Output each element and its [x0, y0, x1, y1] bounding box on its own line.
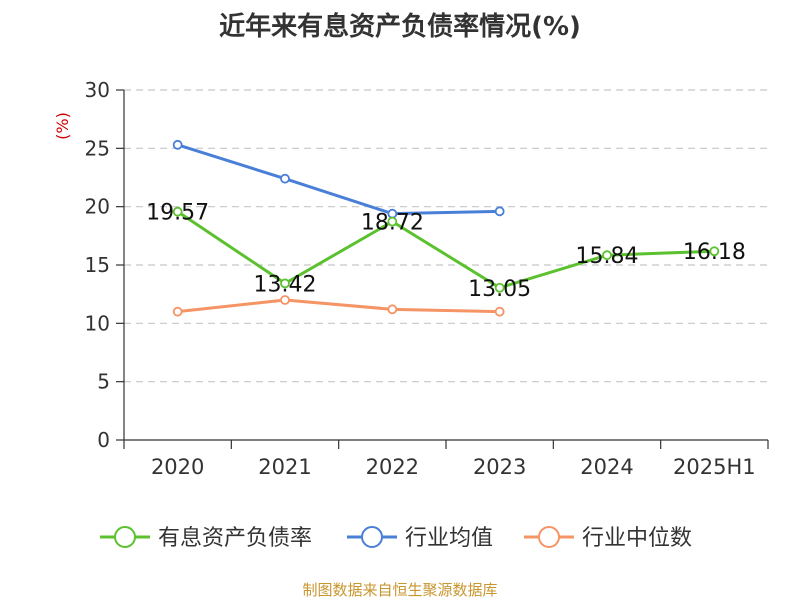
series-line	[177, 143, 500, 216]
series-line	[176, 210, 715, 290]
y-tick-label: 5	[97, 370, 110, 394]
source-note: 制图数据来自恒生聚源数据库	[302, 581, 498, 599]
data-label: 13.42	[254, 272, 317, 297]
data-point	[172, 306, 183, 317]
y-tick-label: 15	[85, 253, 110, 277]
data-label: 19.57	[146, 201, 209, 226]
legend-label: 有息资产负债率	[158, 526, 312, 551]
x-tick-label: 2021	[258, 455, 311, 479]
y-axis-label: (%)	[53, 112, 72, 140]
legend-marker	[538, 526, 560, 548]
data-point	[172, 139, 183, 150]
x-tick-label: 2023	[473, 455, 526, 479]
data-point	[709, 246, 720, 257]
chart-title: 近年来有息资产负债率情况(%)	[219, 12, 581, 42]
data-point	[387, 216, 398, 227]
y-tick-label: 25	[85, 136, 110, 160]
data-point	[387, 304, 398, 315]
y-tick-label: 20	[85, 195, 110, 219]
data-point	[602, 250, 612, 261]
x-tick-label: 2024	[580, 455, 633, 479]
data-point	[494, 282, 505, 293]
legend-label: 行业均值	[405, 526, 493, 551]
series-line	[177, 298, 500, 314]
data-point	[494, 306, 505, 317]
legend-label: 行业中位数	[582, 526, 692, 551]
legend-marker	[114, 526, 136, 548]
y-tick-label: 10	[85, 311, 110, 335]
legend-marker	[361, 526, 383, 548]
x-tick-label: 2025H1	[673, 455, 756, 479]
data-label: 15.84	[576, 244, 639, 269]
data-point	[280, 173, 290, 184]
x-tick-label: 2020	[151, 455, 204, 479]
data-label: 13.05	[468, 277, 531, 302]
data-point	[494, 206, 505, 217]
y-tick-label: 30	[85, 78, 110, 102]
x-tick-label: 2022	[366, 455, 419, 479]
data-label: 16.18	[683, 240, 746, 265]
data-point	[172, 206, 183, 217]
data-point	[280, 278, 290, 289]
y-tick-label: 0	[97, 428, 110, 452]
data-label: 18.72	[361, 211, 424, 236]
data-point	[280, 295, 290, 305]
